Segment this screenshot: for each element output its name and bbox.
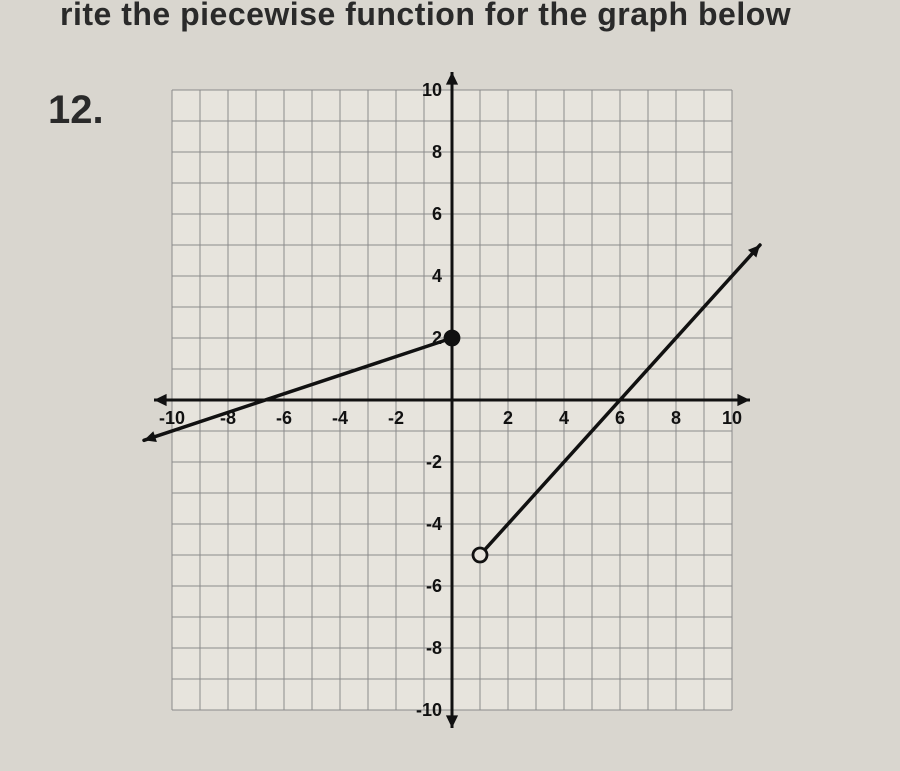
svg-text:10: 10 <box>422 80 442 100</box>
svg-text:10: 10 <box>722 408 742 428</box>
svg-text:6: 6 <box>432 204 442 224</box>
svg-text:4: 4 <box>559 408 569 428</box>
svg-text:-6: -6 <box>276 408 292 428</box>
page: rite the piecewise function for the grap… <box>0 0 900 771</box>
svg-text:-2: -2 <box>426 452 442 472</box>
piecewise-graph: -10-8-6-4-2246810-10-8-6-4-2246810 <box>142 60 762 740</box>
svg-text:-10: -10 <box>416 700 442 720</box>
svg-text:8: 8 <box>432 142 442 162</box>
svg-text:8: 8 <box>671 408 681 428</box>
svg-text:-10: -10 <box>159 408 185 428</box>
svg-text:2: 2 <box>503 408 513 428</box>
problem-number: 12. <box>48 88 104 133</box>
svg-text:6: 6 <box>615 408 625 428</box>
svg-text:-6: -6 <box>426 576 442 596</box>
chart-svg: -10-8-6-4-2246810-10-8-6-4-2246810 <box>142 60 762 740</box>
svg-text:4: 4 <box>432 266 442 286</box>
svg-text:-4: -4 <box>426 514 442 534</box>
svg-text:-2: -2 <box>388 408 404 428</box>
svg-text:-8: -8 <box>426 638 442 658</box>
heading-text: rite the piecewise function for the grap… <box>60 0 791 33</box>
svg-text:-4: -4 <box>332 408 348 428</box>
